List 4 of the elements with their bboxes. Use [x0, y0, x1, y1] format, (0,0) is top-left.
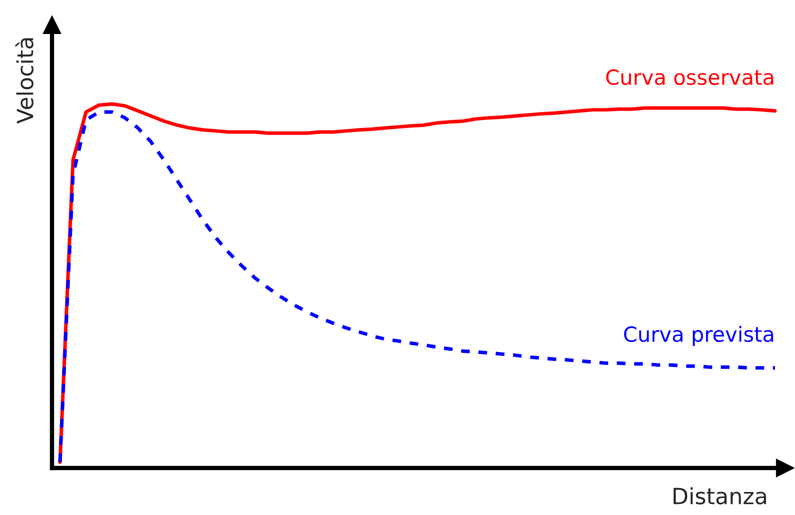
y-axis-title: Velocità	[15, 38, 34, 124]
x-axis-title: Distanza	[674, 487, 766, 504]
series-label: Curva osservata	[606, 69, 774, 86]
series-label: Curva prevista	[624, 326, 774, 346]
